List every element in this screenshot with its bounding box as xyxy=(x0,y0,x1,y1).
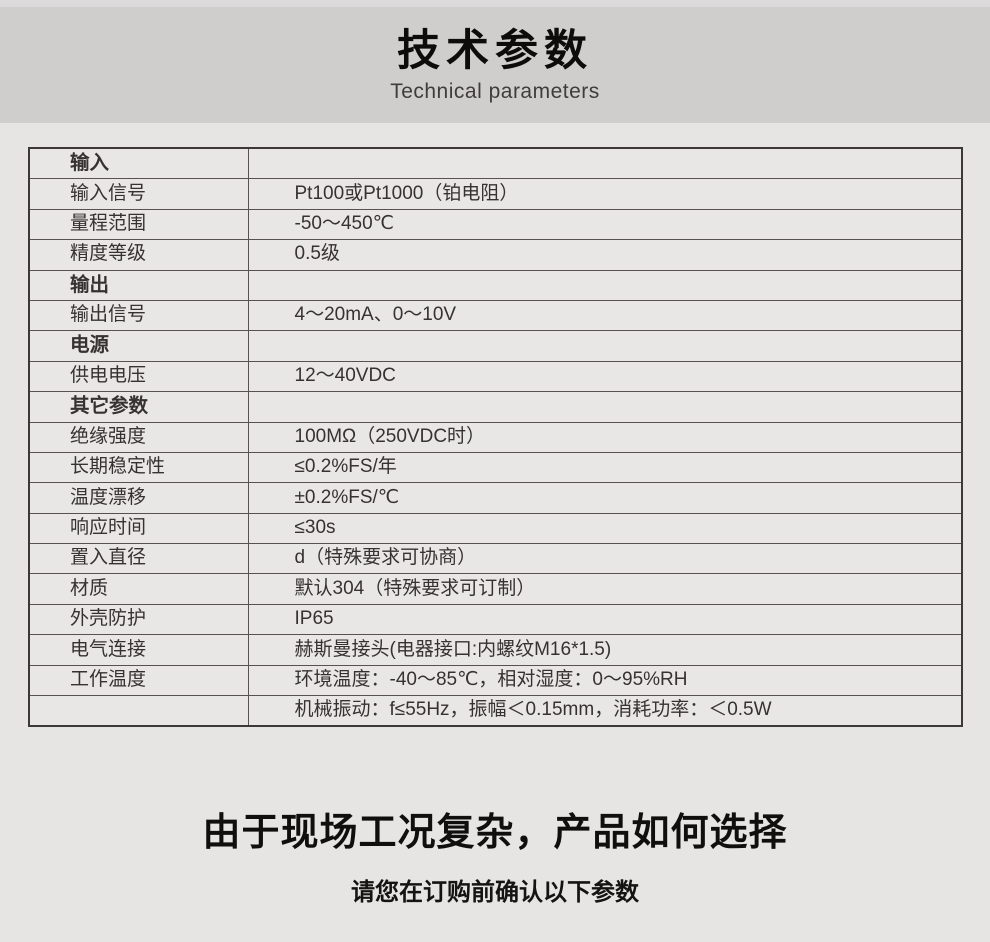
row-label: 置入直径 xyxy=(29,543,249,575)
table-row: 绝缘强度 100MΩ（250VDC时） xyxy=(29,422,962,453)
selection-heading: 由于现场工况复杂，产品如何选择 xyxy=(202,812,788,854)
row-label: 精度等级 xyxy=(29,239,249,271)
row-value: 机械振动：f≤55Hz，振幅＜0.15mm，消耗功率：＜0.5W xyxy=(294,699,772,721)
table-row: 材质 默认304（特殊要求可订制） xyxy=(29,573,962,605)
row-label: 输出 xyxy=(29,270,249,301)
row-value: ≤30s xyxy=(248,513,962,545)
row-value: -50～450℃ xyxy=(248,209,962,241)
row-label: 温度漂移 xyxy=(29,482,249,514)
table-row: 响应时间 ≤30s xyxy=(29,513,962,545)
row-label xyxy=(29,695,249,727)
row-label: 输出信号 xyxy=(29,300,249,332)
row-value xyxy=(248,148,962,180)
table-row: 置入直径 d（特殊要求可协商） xyxy=(29,543,962,575)
row-value: ≤0.2%FS/年 xyxy=(248,452,962,484)
row-label: 长期稳定性 xyxy=(29,452,249,484)
table-row: 温度漂移 ±0.2%FS/℃ xyxy=(29,482,962,514)
row-value: 100MΩ（250VDC时） xyxy=(248,422,962,453)
table-row: 精度等级 0.5级 xyxy=(29,239,962,271)
table-body: 输入 输入信号 Pt100或Pt1000（铂电阻） 量程范围 -50～450℃ … xyxy=(29,148,962,727)
selection-subheading: 请您在订购前确认以下参数 xyxy=(351,879,639,906)
row-label: 绝缘强度 xyxy=(29,422,249,453)
row-label: 输入信号 xyxy=(29,178,249,210)
table-row: 输入 xyxy=(29,148,962,180)
table-row: 外壳防护 IP65 xyxy=(29,604,962,636)
row-value: 12～40VDC xyxy=(248,361,962,393)
table-row: 长期稳定性 ≤0.2%FS/年 xyxy=(29,452,962,484)
table-row: 输入信号 Pt100或Pt1000（铂电阻） xyxy=(29,178,962,210)
technical-parameters-table: 输入 输入信号 Pt100或Pt1000（铂电阻） 量程范围 -50～450℃ … xyxy=(28,147,963,728)
top-light-strip xyxy=(0,0,990,7)
page-title: 技术参数 xyxy=(397,27,593,75)
row-value: 0.5级 xyxy=(248,239,962,271)
table-row: 其它参数 xyxy=(29,391,962,423)
row-value: ±0.2%FS/℃ xyxy=(248,482,962,514)
table-row: 供电电压 12～40VDC xyxy=(29,361,962,393)
row-value: Pt100或Pt1000（铂电阻） xyxy=(248,178,962,210)
row-value: 环境温度：-40～85℃，相对湿度：0～95%RH xyxy=(248,665,962,697)
row-value: 赫斯曼接头(电器接口:内螺纹M16*1.5) xyxy=(248,634,962,666)
row-label: 其它参数 xyxy=(29,391,249,423)
row-value: IP65 xyxy=(248,604,962,636)
row-value: 4～20mA、0～10V xyxy=(248,300,962,332)
row-label: 供电电压 xyxy=(29,361,249,393)
page-subtitle: Technical parameters xyxy=(390,80,600,104)
row-label: 材质 xyxy=(29,573,249,605)
row-label: 工作温度 xyxy=(29,665,249,697)
row-label: 电气连接 xyxy=(29,634,249,666)
row-value xyxy=(248,330,962,362)
row-label: 外壳防护 xyxy=(29,604,249,636)
row-value xyxy=(248,270,962,301)
row-value xyxy=(248,391,962,423)
title-banner: 技术参数 Technical parameters xyxy=(0,7,990,123)
row-label: 电源 xyxy=(29,330,249,362)
row-label: 量程范围 xyxy=(29,209,249,241)
table-row: 输出 xyxy=(29,270,962,301)
row-label: 响应时间 xyxy=(29,513,249,545)
row-value: 默认304（特殊要求可订制） xyxy=(248,573,962,605)
table-row: 电源 xyxy=(29,330,962,362)
table-row: 机械振动：f≤55Hz，振幅＜0.15mm，消耗功率：＜0.5W xyxy=(29,695,962,727)
row-value: d（特殊要求可协商） xyxy=(248,543,962,575)
table-row: 电气连接 赫斯曼接头(电器接口:内螺纹M16*1.5) xyxy=(29,634,962,666)
table-row: 输出信号 4～20mA、0～10V xyxy=(29,300,962,332)
table-row: 工作温度 环境温度：-40～85℃，相对湿度：0～95%RH xyxy=(29,665,962,697)
row-label: 输入 xyxy=(29,148,249,180)
table-row: 量程范围 -50～450℃ xyxy=(29,209,962,241)
